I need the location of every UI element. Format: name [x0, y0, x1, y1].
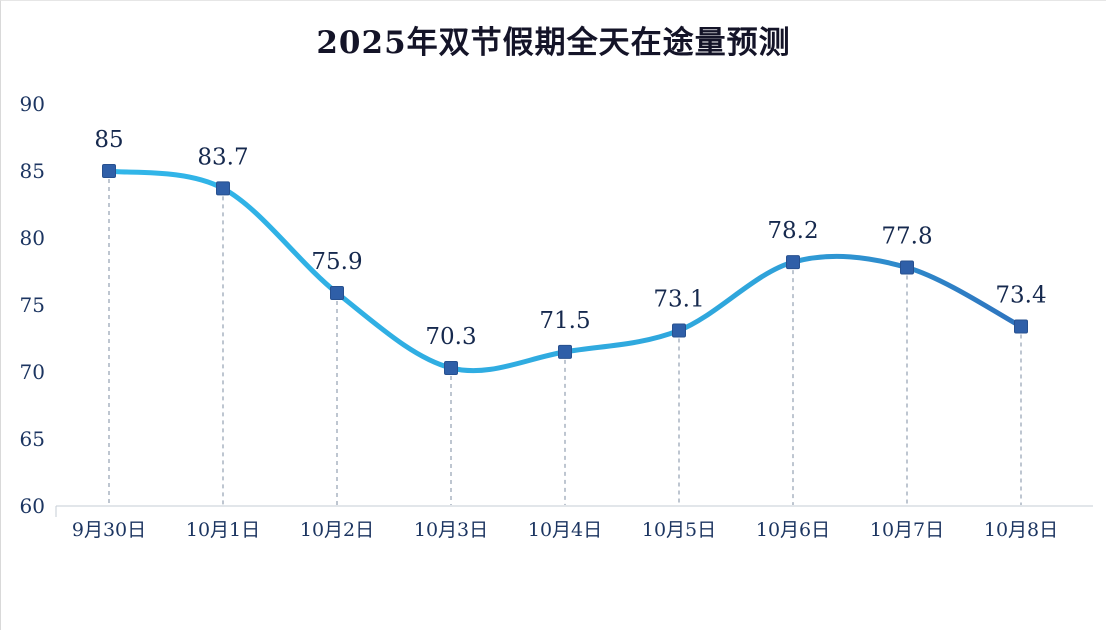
y-axis-tick-label: 75 [20, 293, 45, 317]
x-axis-category-label: 10月6日 [756, 519, 830, 541]
data-point-marker [558, 344, 572, 359]
data-point-marker [1014, 319, 1028, 334]
chart-title: 2025年双节假期全天在途量预测 [316, 25, 791, 61]
data-point-marker [330, 285, 344, 300]
data-point-label: 78.2 [767, 218, 818, 244]
data-point-label: 83.7 [197, 144, 248, 170]
x-axis-category-label: 10月3日 [414, 519, 488, 541]
data-point-marker [900, 260, 914, 275]
x-axis-category-label: 10月7日 [870, 519, 944, 541]
x-axis-category-label: 10月2日 [300, 519, 374, 541]
data-point-label: 77.8 [881, 223, 932, 249]
data-point-marker [672, 323, 686, 338]
y-axis-tick-label: 65 [20, 427, 45, 451]
data-point-label: 85 [94, 127, 123, 153]
y-axis-tick-label: 80 [20, 226, 45, 250]
data-point-label: 71.5 [539, 308, 590, 334]
x-axis-category-label: 10月8日 [984, 519, 1058, 541]
y-axis-tick-label: 60 [20, 494, 45, 518]
x-axis-category-label: 10月1日 [186, 519, 260, 541]
data-point-marker [216, 181, 230, 196]
data-point-label: 73.1 [653, 286, 704, 312]
trend-line [106, 168, 1024, 374]
data-point-label: 75.9 [311, 249, 362, 275]
x-axis-category-label: 9月30日 [72, 519, 146, 541]
data-point-marker [786, 255, 800, 270]
y-axis-tick-label: 85 [20, 159, 45, 183]
y-axis-tick-label: 70 [20, 360, 45, 384]
x-axis-category-label: 10月4日 [528, 519, 602, 541]
data-point-label: 70.3 [425, 324, 476, 350]
data-point-marker [444, 360, 458, 375]
x-axis-category-label: 10月5日 [642, 519, 716, 541]
data-point-marker [102, 164, 116, 178]
y-axis-tick-label: 90 [20, 92, 45, 116]
data-point-label: 73.4 [995, 282, 1046, 308]
